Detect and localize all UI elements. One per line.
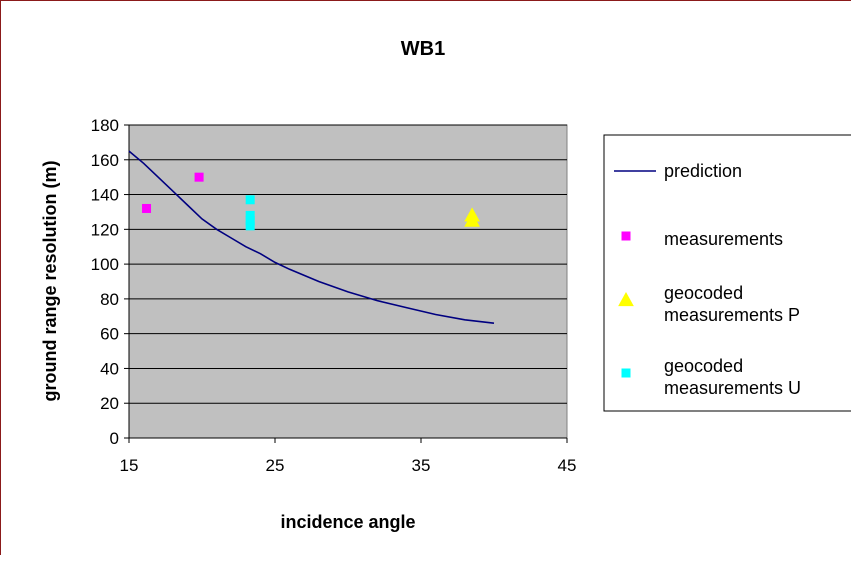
y-tick-label-8: 160 [91,151,119,170]
axes [124,124,568,443]
plot-area [128,124,568,439]
legend-box [603,134,851,412]
x-tick-labels: 15 25 35 45 [120,456,577,475]
data-point-3-3 [245,221,255,231]
gridlines [129,124,567,439]
series-3 [245,195,255,231]
legend-label-2: geocoded measurements P [664,283,800,325]
data-point-2-1 [464,212,480,227]
legend-item-0: prediction [614,161,742,181]
series-0 [128,150,495,324]
legend: prediction measurements geocoded measuremen… [603,134,851,412]
data-point-3-1 [245,210,255,220]
series-2 [464,207,480,227]
legend-marker-1 [621,231,631,241]
series-1 [142,172,204,213]
x-tick-label-3: 45 [558,456,577,475]
data-point-3-2 [245,216,255,226]
data-point-1-0 [142,203,152,213]
y-tick-label-4: 80 [100,290,119,309]
data-point-1-1 [194,172,204,182]
legend-marker-3 [621,368,631,378]
y-tick-label-0: 0 [110,429,119,448]
legend-item-2: geocoded measurements P [618,283,800,325]
prediction-line [128,150,495,324]
data-point-3-0 [245,195,255,205]
x-tick-label-1: 25 [266,456,285,475]
legend-label-3: geocoded measurements U [664,356,801,398]
y-tick-label-9: 180 [91,116,119,135]
legend-label-0: prediction [664,161,742,181]
y-axis-label: ground range resolution (m) [40,160,60,401]
x-tick-label-2: 35 [412,456,431,475]
x-axis-label: incidence angle [280,512,415,532]
y-tick-label-5: 100 [91,255,119,274]
y-tick-label-3: 60 [100,325,119,344]
legend-label-1: measurements [664,229,783,249]
series-layer [128,150,495,324]
chart-title: WB1 [401,38,445,60]
y-tick-label-7: 140 [91,186,119,205]
x-tick-label-0: 15 [120,456,139,475]
legend-item-3: geocoded measurements U [621,356,801,398]
legend-marker-2 [618,291,634,307]
legend-item-1: measurements [621,229,783,249]
y-tick-labels: 0 20 40 60 80 100 120 140 160 180 [91,116,119,448]
y-tick-label-2: 40 [100,359,119,378]
y-tick-label-6: 120 [91,220,119,239]
y-tick-label-1: 20 [100,394,119,413]
